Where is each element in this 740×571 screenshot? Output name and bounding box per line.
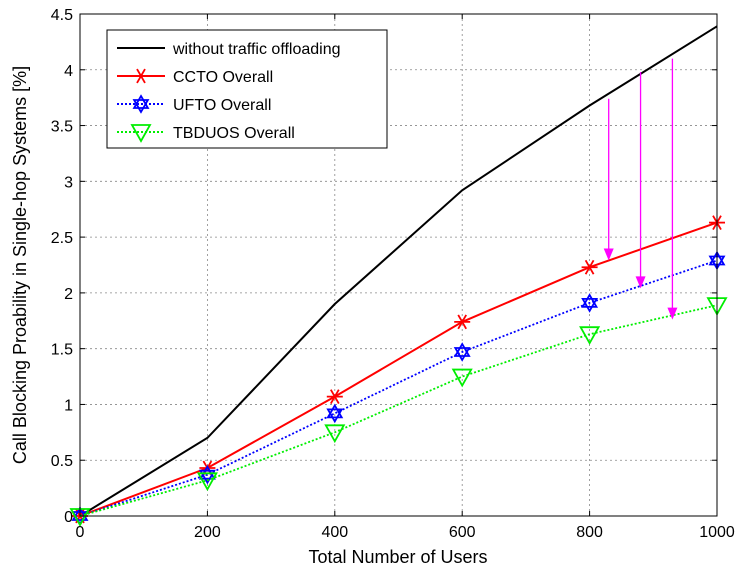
y-axis-label: Call Blocking Proability in Single-hop S…: [10, 66, 30, 464]
y-tick-label: 2: [64, 286, 73, 303]
y-tick-label: 3.5: [51, 119, 73, 136]
legend-label-2: UFTO Overall: [173, 97, 271, 114]
x-tick-label: 1000: [699, 524, 735, 541]
legend-label-3: TBDUOS Overall: [173, 125, 295, 142]
y-tick-label: 0: [64, 509, 73, 526]
x-tick-label: 600: [449, 524, 476, 541]
y-tick-label: 4: [64, 63, 73, 80]
y-tick-label: 1: [64, 397, 73, 414]
y-tick-label: 1.5: [51, 342, 73, 359]
legend: without traffic offloading CCTO Overall UF…: [107, 30, 387, 148]
x-tick-label: 800: [576, 524, 603, 541]
x-tick-label: 200: [194, 524, 221, 541]
y-tick-label: 0.5: [51, 453, 73, 470]
x-axis-label: Total Number of Users: [308, 547, 487, 567]
x-tick-label: 0: [76, 524, 85, 541]
y-tick-label: 2.5: [51, 230, 73, 247]
legend-label-0: without traffic offloading: [172, 41, 341, 58]
x-tick-label: 400: [321, 524, 348, 541]
y-tick-label: 3: [64, 174, 73, 191]
legend-label-1: CCTO Overall: [173, 69, 273, 86]
y-tick-label: 4.5: [51, 7, 73, 24]
